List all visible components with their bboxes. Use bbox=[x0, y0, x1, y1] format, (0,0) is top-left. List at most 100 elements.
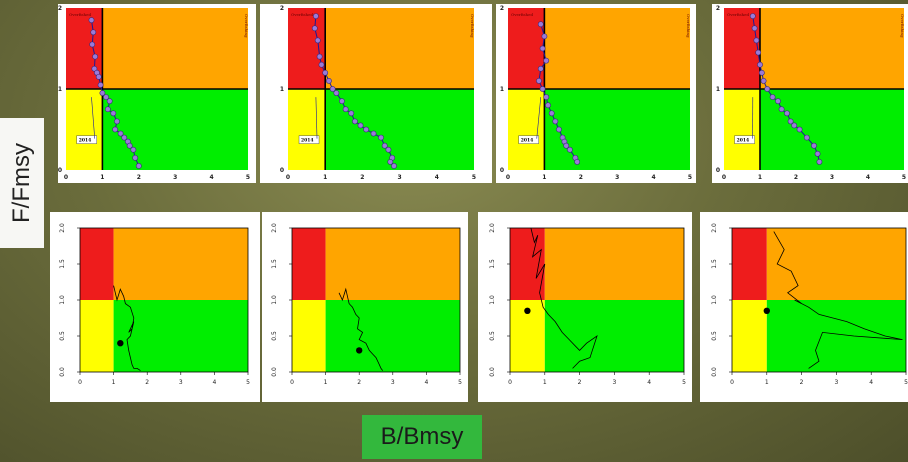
year-label-box bbox=[518, 135, 539, 144]
x-tick-label: 5 bbox=[682, 379, 686, 386]
data-point bbox=[764, 86, 771, 92]
data-point bbox=[95, 73, 102, 80]
y-tick-label: 1.5 bbox=[271, 259, 278, 269]
data-point bbox=[352, 118, 358, 125]
data-point bbox=[563, 142, 570, 149]
y-tick-label: 2.0 bbox=[711, 223, 718, 233]
data-point bbox=[753, 37, 760, 44]
kobe-plot-bottom-2: 0.0 0.5 1.0 1.5 2.0 0 1 2 3 4 5 bbox=[262, 212, 468, 402]
x-tick-label: 5 bbox=[458, 379, 462, 386]
y-tick-label: 1.5 bbox=[59, 259, 66, 269]
quadrant-overfished bbox=[724, 8, 760, 89]
y-tick-label: 1 bbox=[500, 86, 504, 93]
data-point bbox=[556, 126, 562, 133]
quadrant-overfishing bbox=[113, 228, 248, 300]
data-point bbox=[537, 21, 544, 28]
data-point bbox=[97, 82, 104, 88]
data-point bbox=[92, 53, 99, 60]
data-point bbox=[114, 118, 120, 125]
data-point bbox=[106, 98, 113, 105]
data-point bbox=[121, 134, 128, 141]
data-point bbox=[110, 110, 117, 117]
y-tick-label: 2.0 bbox=[489, 223, 496, 233]
y-tick-label: 1.0 bbox=[271, 295, 278, 305]
x-tick-label: 2 bbox=[794, 174, 798, 181]
kobe-plot-bottom-4: 0.0 0.5 1.0 1.5 2.0 0 1 2 3 4 5 bbox=[700, 212, 908, 402]
y-tick-label: 1.0 bbox=[711, 295, 718, 305]
x-tick-label: 2 bbox=[360, 174, 364, 181]
x-tick-label: 5 bbox=[246, 379, 250, 386]
y-axis-label: F/Fmsy bbox=[8, 143, 36, 223]
data-point bbox=[104, 106, 111, 113]
y-tick-label: 0.0 bbox=[59, 367, 66, 377]
y-tick-label: 2 bbox=[280, 5, 284, 12]
x-tick-label: 1 bbox=[323, 174, 327, 181]
quadrant-overfishing bbox=[325, 8, 474, 89]
year-pointer bbox=[536, 97, 542, 139]
data-point bbox=[357, 122, 364, 129]
data-point bbox=[758, 69, 765, 76]
x-tick-label: 5 bbox=[246, 174, 250, 181]
quadrant-healthy bbox=[102, 89, 249, 170]
label-overfishing: Overfishing bbox=[470, 14, 475, 38]
y-tick-label: 0.5 bbox=[271, 331, 278, 341]
y-tick-label: 0.5 bbox=[489, 331, 496, 341]
x-tick-label: 2 bbox=[357, 379, 361, 386]
data-point bbox=[112, 126, 119, 133]
x-tick-label: 3 bbox=[398, 174, 402, 181]
x-tick-label: 2 bbox=[145, 379, 149, 386]
data-point bbox=[385, 146, 392, 153]
kobe-plot-svg: 0.0 0.5 1.0 1.5 2.0 0 1 2 3 4 5 bbox=[489, 223, 686, 386]
x-axis-label: B/Bmsy bbox=[380, 423, 464, 450]
kobe-plot-top-2: Overfished Overfishing 2014 0 1 2 0 1 2 3 4 5 bbox=[260, 4, 492, 183]
kobe-plot-bottom-1: 0.0 0.5 1.0 1.5 2.0 0 1 2 3 4 5 bbox=[50, 212, 260, 402]
x-tick-label: 1 bbox=[542, 174, 546, 181]
label-overfished: Overfished bbox=[69, 12, 91, 17]
x-tick-label: 4 bbox=[866, 174, 870, 181]
x-tick-label: 4 bbox=[212, 379, 216, 386]
year-label: 2014 bbox=[301, 138, 314, 144]
x-tick-label: 3 bbox=[830, 174, 834, 181]
quadrant-recovering bbox=[292, 300, 326, 372]
year-label-box bbox=[734, 135, 755, 144]
quadrant-overfishing bbox=[544, 8, 690, 89]
y-tick-label: 1.5 bbox=[489, 259, 496, 269]
data-point bbox=[775, 98, 781, 105]
x-tick-label: 0 bbox=[508, 379, 512, 386]
data-point bbox=[536, 78, 542, 84]
current-point bbox=[763, 307, 770, 314]
kobe-plot-svg: 0.0 0.5 1.0 1.5 2.0 0 1 2 3 4 5 bbox=[59, 223, 250, 386]
y-tick-label: 2 bbox=[58, 5, 62, 12]
x-tick-label: 0 bbox=[730, 379, 734, 386]
kobe-plot-svg: 0.0 0.5 1.0 1.5 2.0 0 1 2 3 4 5 bbox=[271, 223, 462, 386]
label-overfished: Overfished bbox=[511, 12, 533, 17]
y-tick-label: 2 bbox=[716, 5, 720, 12]
x-tick-label: 0 bbox=[78, 379, 82, 386]
x-tick-label: 1 bbox=[543, 379, 547, 386]
data-point bbox=[314, 37, 321, 44]
data-point bbox=[130, 146, 137, 153]
x-tick-label: 5 bbox=[902, 174, 906, 181]
year-label-box bbox=[76, 135, 97, 144]
kobe-plot-svg: Overfished Overfishing 2014 0 1 2 0 1 2 3 4 5 bbox=[500, 5, 692, 181]
data-point bbox=[117, 130, 124, 137]
data-point bbox=[543, 94, 550, 100]
x-tick-label: 0 bbox=[64, 174, 68, 181]
quadrant-overfishing bbox=[766, 228, 906, 300]
quadrant-overfished bbox=[80, 228, 114, 300]
data-point bbox=[552, 118, 559, 125]
quadrant-healthy bbox=[760, 89, 904, 170]
data-point bbox=[545, 102, 551, 109]
y-tick-label: 0.5 bbox=[711, 331, 718, 341]
x-tick-label: 1 bbox=[100, 174, 104, 181]
x-tick-label: 2 bbox=[579, 174, 583, 181]
y-tick-label: 0 bbox=[500, 167, 504, 174]
quadrant-healthy bbox=[544, 89, 690, 170]
data-point bbox=[541, 33, 548, 40]
quadrant-recovering bbox=[288, 89, 326, 170]
kobe-plot-svg: 0.0 0.5 1.0 1.5 2.0 0 1 2 3 4 5 bbox=[711, 223, 908, 386]
data-point bbox=[816, 158, 823, 165]
data-point bbox=[574, 158, 581, 165]
data-point bbox=[88, 17, 95, 24]
y-tick-label: 0.0 bbox=[711, 367, 718, 377]
